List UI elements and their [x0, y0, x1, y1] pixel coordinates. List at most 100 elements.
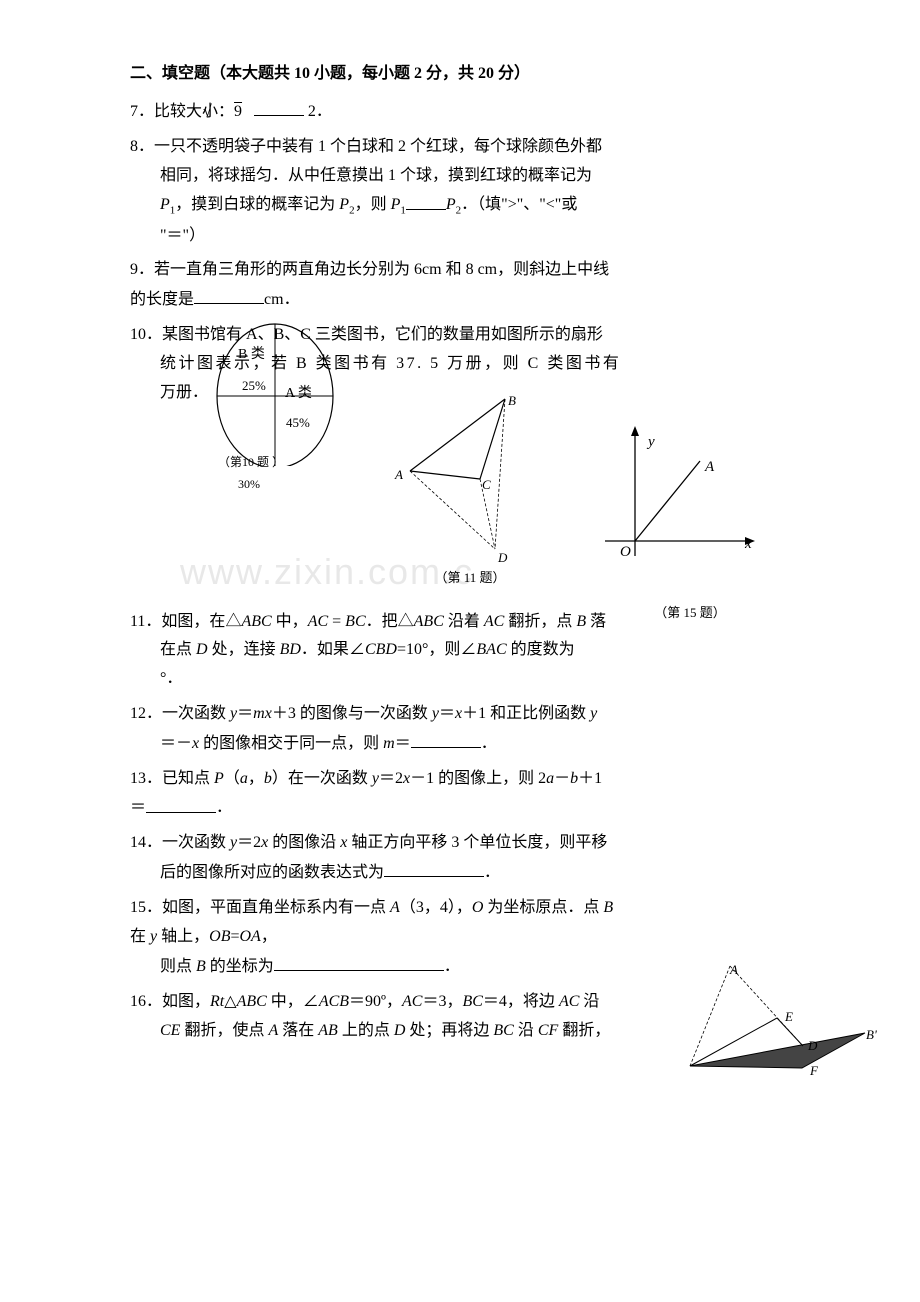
q16-2f: 翻折，	[558, 1022, 610, 1039]
q15-blank	[274, 952, 444, 971]
q8-p2: P	[339, 197, 349, 214]
question-14: 14．一次函数 y＝2x 的图像沿 x 轴正方向平移 3 个单位长度，则平移 后…	[130, 829, 800, 888]
q16-1e: ＝3，	[422, 993, 462, 1010]
q13-a2: a	[546, 770, 554, 787]
q12-1a: 一次函数	[162, 705, 230, 722]
q9-num: 9．	[130, 261, 154, 278]
q8-line4: "＝"）	[160, 227, 205, 244]
q15-1c: 为坐标原点．点	[483, 899, 603, 916]
section-header: 二、填空题（本大题共 10 小题，每小题 2 分，共 20 分）	[130, 60, 800, 89]
q12-indent: ＝－x 的图像相交于同一点，则 m＝．	[130, 729, 800, 759]
q16-1d: ＝90º，	[349, 993, 402, 1010]
q16-1a: 如图，	[162, 993, 210, 1010]
q12-1b: ＝	[237, 705, 253, 722]
q12-1d: ＝	[439, 705, 455, 722]
q16-1g: 沿	[579, 993, 599, 1010]
sqrt-symbol: 9	[234, 103, 242, 120]
q15-num: 15．	[130, 899, 162, 916]
q16-BC2: BC	[493, 1022, 513, 1039]
q14-1d: 轴正方向平移 3 个单位长度，则平移	[347, 834, 607, 851]
sqrt-sign: √	[203, 103, 212, 120]
q12-2c: ＝	[395, 735, 411, 752]
q16-rt: Rt	[210, 993, 224, 1010]
q11-ang: ∠	[349, 641, 365, 658]
q11-ang2: ∠	[460, 641, 476, 658]
question-8: 8．一只不透明袋子中装有 1 个白球和 2 个红球，每个球除颜色外都 相同，将球…	[130, 133, 800, 251]
q16-AC: AC	[402, 993, 422, 1010]
q12-x1: x	[265, 705, 272, 722]
q8-indent: 相同，将球摇匀．从中任意摸出 1 个球，摸到红球的概率记为 P1，摸到白球的概率…	[130, 162, 800, 251]
fig11-svg	[390, 391, 550, 561]
fig15-y: y	[648, 429, 655, 456]
q13-b: b	[264, 770, 272, 787]
q15-3a: 则点	[160, 958, 196, 975]
q16-2e: 沿	[514, 1022, 538, 1039]
coord-fig15: y x A O （第 15 题）	[600, 421, 760, 622]
q13-c-text: ，	[248, 770, 264, 787]
q15-1a: 如图，平面直角坐标系内有一点	[162, 899, 390, 916]
question-13: 13．已知点 P（a，b）在一次函数 y＝2x－1 的图像上，则 2a－b＋1 …	[130, 765, 800, 824]
q8-3g: ．（填">"、"<"或	[461, 197, 577, 214]
q13-i-text: ＝	[130, 800, 146, 817]
q16-CF: CF	[538, 1022, 558, 1039]
q15-2b: 轴上，	[157, 928, 209, 945]
q16-ACB: ACB	[319, 993, 349, 1010]
q11-2b: 处，连接	[208, 641, 280, 658]
q8-line2: 相同，将球摇匀．从中任意摸出 1 个球，摸到红球的概率记为	[160, 167, 592, 184]
q11-d: D	[196, 641, 208, 658]
question-12: 12．一次函数 y＝mx＋3 的图像与一次函数 y＝x＋1 和正比例函数 y ＝…	[130, 700, 800, 759]
q16-AC2: AC	[559, 993, 579, 1010]
q13-j-text: ．	[216, 800, 232, 817]
q14-1a: 一次函数	[162, 834, 230, 851]
q11-cbd: CBD	[365, 641, 397, 658]
q11-2c: ．如果	[301, 641, 349, 658]
question-7: 7．比较大小：9 √ 2．	[130, 97, 800, 127]
fig15-O: O	[620, 539, 631, 566]
q15-A: A	[390, 899, 400, 916]
q14-1c: 的图像沿	[268, 834, 340, 851]
q8-p2b: P	[446, 197, 456, 214]
q12-2a: ＝－	[160, 735, 192, 752]
q13-g-text: －	[554, 770, 570, 787]
q16-D: D	[394, 1022, 406, 1039]
fig15-A: A	[705, 454, 714, 481]
q15-B: B	[603, 899, 613, 916]
q15-indent: 则点 B 的坐标为．	[130, 952, 800, 982]
q13-h-text: ＋1	[578, 770, 602, 787]
q13-d-text: ）在一次函数	[272, 770, 372, 787]
q16-indent: CE 翻折，使点 A 落在 AB 上的点 D 处；再将边 BC 沿 CF 翻折，	[130, 1017, 800, 1046]
q15-2a: 在	[130, 928, 150, 945]
q16-2a: 翻折，使点	[180, 1022, 268, 1039]
q11-indent: 在点 D 处，连接 BD．如果∠CBD=10°，则∠BAC 的度数为 °．	[130, 636, 800, 694]
q14-2b: ．	[484, 864, 500, 881]
question-16: 16．如图，Rt△ABC 中，∠ACB＝90º，AC＝3，BC＝4，将边 AC …	[130, 988, 800, 1046]
q14-1b: ＝2	[237, 834, 261, 851]
q7-text-a: 比较大小：	[154, 103, 234, 120]
q11-bd: BD	[280, 641, 301, 658]
q13-blank	[146, 793, 216, 812]
q7-blank	[254, 97, 304, 116]
q8-line1: 一只不透明袋子中装有 1 个白球和 2 个红球，每个球除颜色外都	[154, 138, 602, 155]
q15-3b: 的坐标为	[206, 958, 274, 975]
q7-num: 7．	[130, 103, 154, 120]
q9-text-a: 若一直角三角形的两直角边长分别为 6cm 和 8 cm，则斜边上中线	[154, 261, 609, 278]
q8-blank	[406, 190, 446, 209]
q15-OA: OA	[240, 928, 261, 945]
pie-chart-container: B 类 25% A 类 45% （第10 题 ） 30%	[200, 306, 350, 617]
q15-OB: OB	[209, 928, 230, 945]
fig16-B: B'	[866, 1023, 877, 1046]
q11-2d: =10°，则	[397, 641, 460, 658]
q13-f-text: －1 的图像上，则 2	[410, 770, 546, 787]
q12-2b: 的图像相交于同一点，则	[199, 735, 383, 752]
q16-1f: ＝4，将边	[483, 993, 559, 1010]
q14-indent: 后的图像所对应的函数表达式为．	[130, 858, 800, 888]
fig11-C: C	[482, 473, 491, 496]
q12-x2: x	[455, 705, 462, 722]
q12-y3: y	[590, 705, 597, 722]
q7-text-b: 2．	[304, 103, 332, 120]
fig11-A: A	[395, 463, 403, 486]
q10-num: 10．	[130, 326, 162, 343]
q13-e-text: ＝2	[379, 770, 403, 787]
fig16-D: D	[808, 1034, 817, 1057]
pie-pct-c: 30%	[238, 474, 388, 496]
